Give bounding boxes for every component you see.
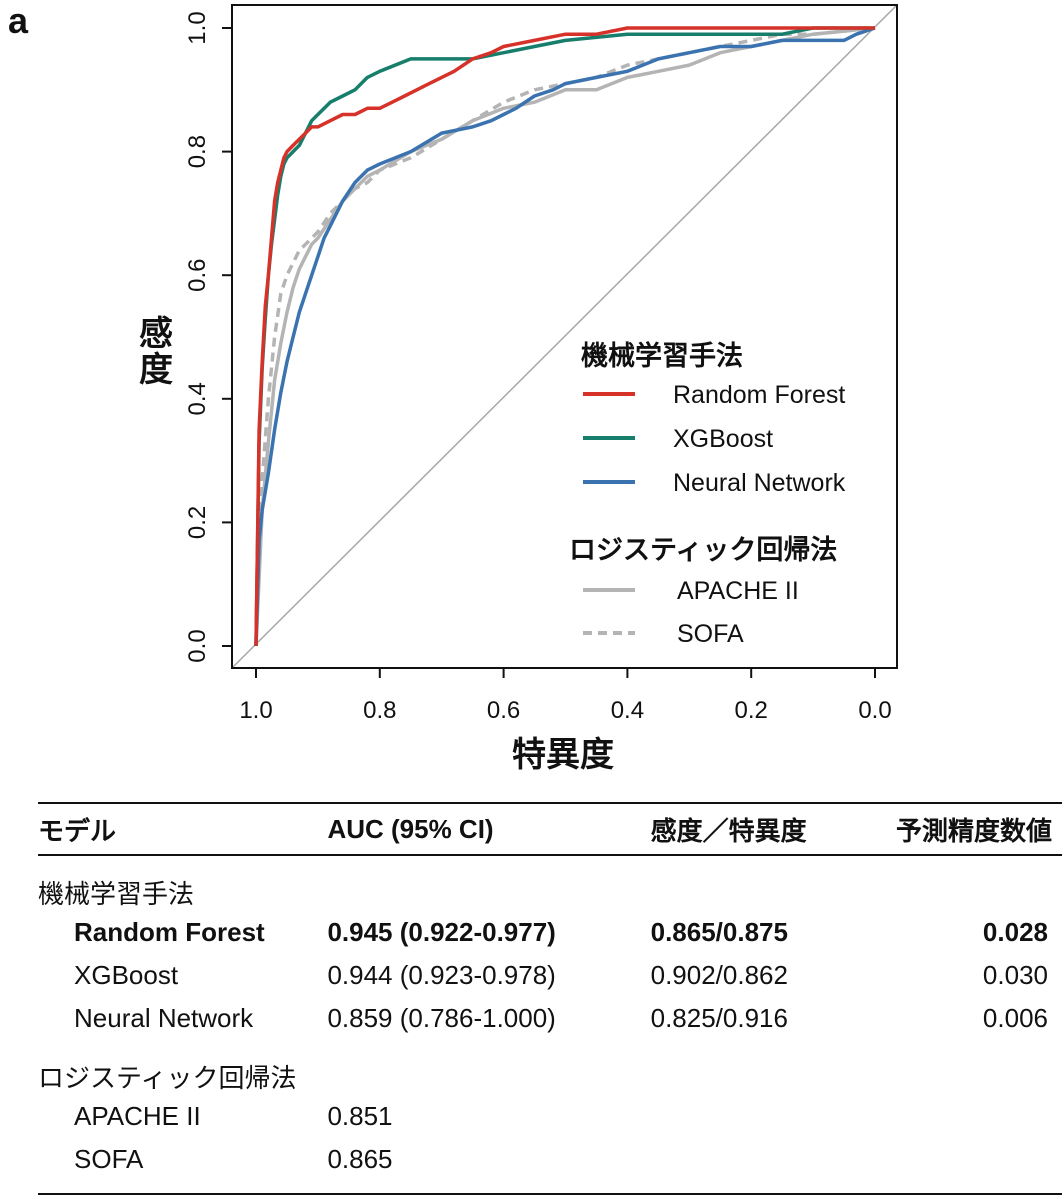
metric-value: 0.006 xyxy=(982,1003,1048,1033)
group-title-logistic: ロジスティック回帰法 xyxy=(38,1063,297,1093)
model-name: SOFA xyxy=(74,1144,144,1174)
series-line-random-forest xyxy=(254,26,875,647)
header-auc: AUC (95% CI) xyxy=(327,813,494,844)
table-row: Random Forest 0.945 (0.922-0.977) 0.865/… xyxy=(38,911,1062,954)
metric-value xyxy=(883,1138,1062,1194)
sens-spec-value xyxy=(651,1095,884,1138)
plot-frame xyxy=(231,4,898,669)
legend-entry-label: XGBoost xyxy=(673,425,773,453)
model-name: Random Forest xyxy=(74,917,265,947)
series-line-neural-network xyxy=(254,26,876,647)
panel-label: a xyxy=(8,0,29,41)
results-table: モデル AUC (95% CI) 感度／特異度 予測精度数値 機械学習手法 Ra… xyxy=(38,802,1062,1195)
table-row: XGBoost 0.944 (0.923-0.978) 0.902/0.862 … xyxy=(38,954,1062,997)
x-axis-label: 特異度 xyxy=(512,735,614,775)
x-tick-label: 1.0 xyxy=(239,697,272,724)
y-tick-label: 0.4 xyxy=(184,382,211,415)
series-line-sofa xyxy=(254,26,876,647)
legend-entry-label: APACHE II xyxy=(677,577,799,605)
model-name: XGBoost xyxy=(74,960,179,990)
table-group-row: 機械学習手法 xyxy=(38,855,1062,911)
auc-value: 0.859 (0.786-1.000) xyxy=(327,1003,556,1033)
x-tick-label: 0.0 xyxy=(858,697,891,724)
x-tick-label: 0.8 xyxy=(363,697,396,724)
y-axis-label: 感度 xyxy=(139,314,173,390)
auc-value: 0.944 (0.923-0.978) xyxy=(327,960,556,990)
metric-value: 0.028 xyxy=(982,917,1048,947)
sens-spec-value: 0.865/0.875 xyxy=(650,917,788,947)
table-row: Neural Network 0.859 (0.786-1.000) 0.825… xyxy=(38,997,1062,1040)
header-sens-spec: 感度／特異度 xyxy=(650,815,807,846)
sens-spec-value: 0.825/0.916 xyxy=(650,1003,788,1033)
legend-group-title: ロジスティック回帰法 xyxy=(569,535,837,566)
x-tick-label: 0.6 xyxy=(487,697,520,724)
x-tick-label: 0.4 xyxy=(611,697,644,724)
auc-value: 0.851 xyxy=(327,1101,393,1131)
auc-value: 0.945 (0.922-0.977) xyxy=(327,917,556,947)
y-tick-label: 0.8 xyxy=(184,135,211,168)
plot-area: 1.0 0.8 0.6 0.4 0.2 0.0 0.0 0.2 0.4 0.6 0.8 1.0 機械学習… xyxy=(184,4,898,724)
metric-value: 0.030 xyxy=(982,960,1048,990)
header-model: モデル xyxy=(38,815,117,846)
auc-value: 0.865 xyxy=(327,1144,393,1174)
y-tick-label: 0.2 xyxy=(184,506,211,539)
model-name: Neural Network xyxy=(74,1003,254,1033)
legend-entry-label: Random Forest xyxy=(673,381,845,409)
table-header-row: モデル AUC (95% CI) 感度／特異度 予測精度数値 xyxy=(38,803,1062,855)
sens-spec-value xyxy=(651,1138,884,1194)
y-tick-label: 0.6 xyxy=(184,259,211,292)
y-tick-label: 1.0 xyxy=(184,11,211,44)
legend-entry-label: SOFA xyxy=(677,620,744,648)
y-tick-label: 0.0 xyxy=(184,629,211,662)
header-metric: 予測精度数値 xyxy=(895,815,1052,846)
x-tick-label: 0.2 xyxy=(735,697,768,724)
model-name: APACHE II xyxy=(74,1101,201,1131)
reference-diagonal-line xyxy=(231,4,898,669)
table-group-row: ロジスティック回帰法 xyxy=(38,1040,1062,1095)
legend-entry-label: Neural Network xyxy=(673,469,846,497)
metric-value xyxy=(883,1095,1062,1138)
table-row: SOFA 0.865 xyxy=(38,1138,1062,1194)
table-row: APACHE II 0.851 xyxy=(38,1095,1062,1138)
roc-chart: 1.0 0.8 0.6 0.4 0.2 0.0 0.0 0.2 0.4 0.6 0.8 1.0 機械学習… xyxy=(139,4,898,775)
legend-group-title: 機械学習手法 xyxy=(581,340,743,372)
sens-spec-value: 0.902/0.862 xyxy=(650,960,788,990)
group-title-ml: 機械学習手法 xyxy=(38,879,195,909)
